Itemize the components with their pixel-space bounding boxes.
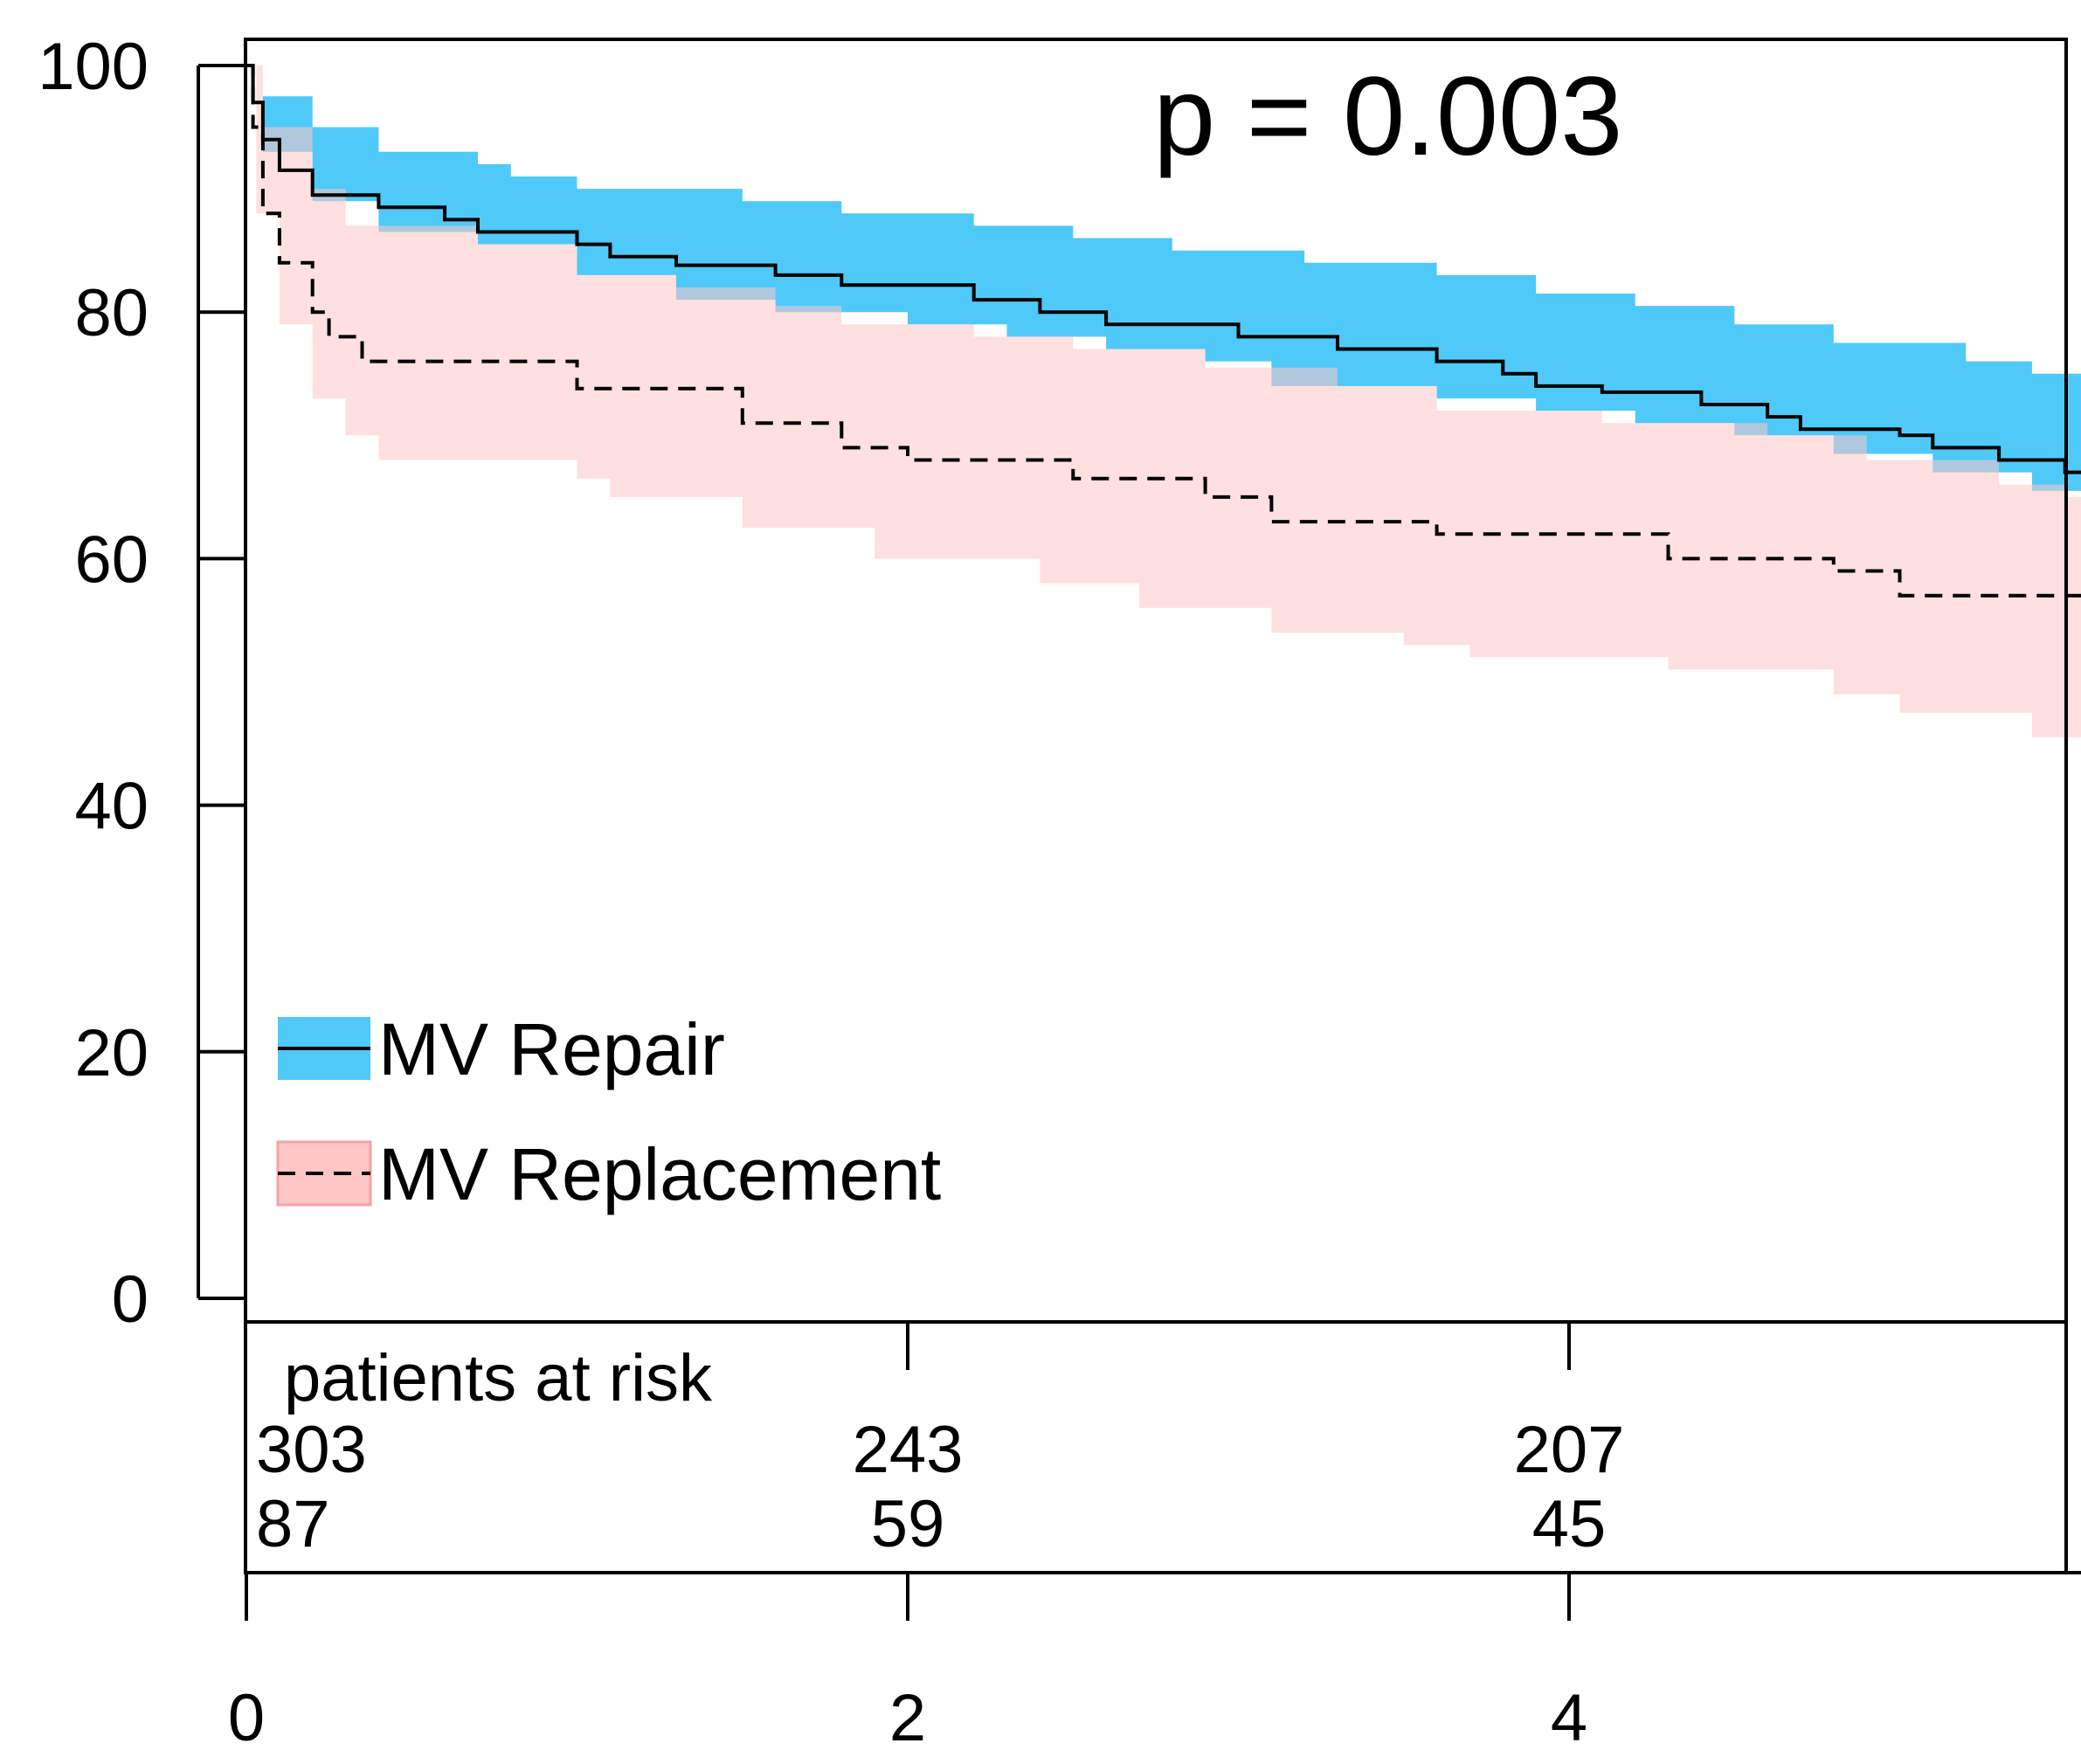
risk-value: 45: [1532, 1487, 1607, 1561]
risk-value: 59: [871, 1487, 945, 1561]
x-tick-label: 2: [889, 1681, 926, 1755]
ci-band-replacement: [246, 66, 2081, 737]
confidence-bands: [246, 66, 2081, 737]
y-tick-label: 40: [74, 770, 149, 844]
legend-label: MV Repair: [378, 1008, 725, 1090]
risk-value: 243: [853, 1413, 964, 1487]
legend-item-replacement: MV Replacement: [276, 1133, 941, 1215]
legend: MV Repair MV Replacement: [276, 1008, 941, 1215]
ci-band-repair: [246, 66, 2081, 491]
y-tick-label: 80: [74, 276, 149, 350]
y-tick-label: 0: [112, 1262, 149, 1337]
survival-line-replacement: [246, 64, 2081, 598]
risk-value: 207: [1514, 1413, 1625, 1487]
y-axis: 0 20 40 60 80 100: [38, 30, 245, 1337]
x-tick-label: 0: [228, 1681, 265, 1755]
risk-table-title: patients at risk: [284, 1341, 713, 1415]
survival-curves: [246, 64, 2081, 598]
y-tick-label: 60: [74, 522, 149, 597]
y-tick-label: 20: [74, 1016, 149, 1090]
legend-item-repair: MV Repair: [278, 1008, 725, 1090]
risk-table: patients at risk303243207153953987594528…: [256, 1322, 1625, 1561]
survival-line-repair: [246, 64, 2081, 474]
p-value-annotation: p = 0.003: [1153, 54, 1622, 179]
risk-value: 87: [256, 1487, 330, 1561]
x-axis: 0246810: [228, 1571, 2081, 1755]
y-tick-label: 100: [38, 30, 149, 104]
x-tick-label: 4: [1551, 1681, 1587, 1755]
risk-value: 303: [256, 1413, 367, 1487]
legend-label: MV Replacement: [378, 1133, 941, 1215]
